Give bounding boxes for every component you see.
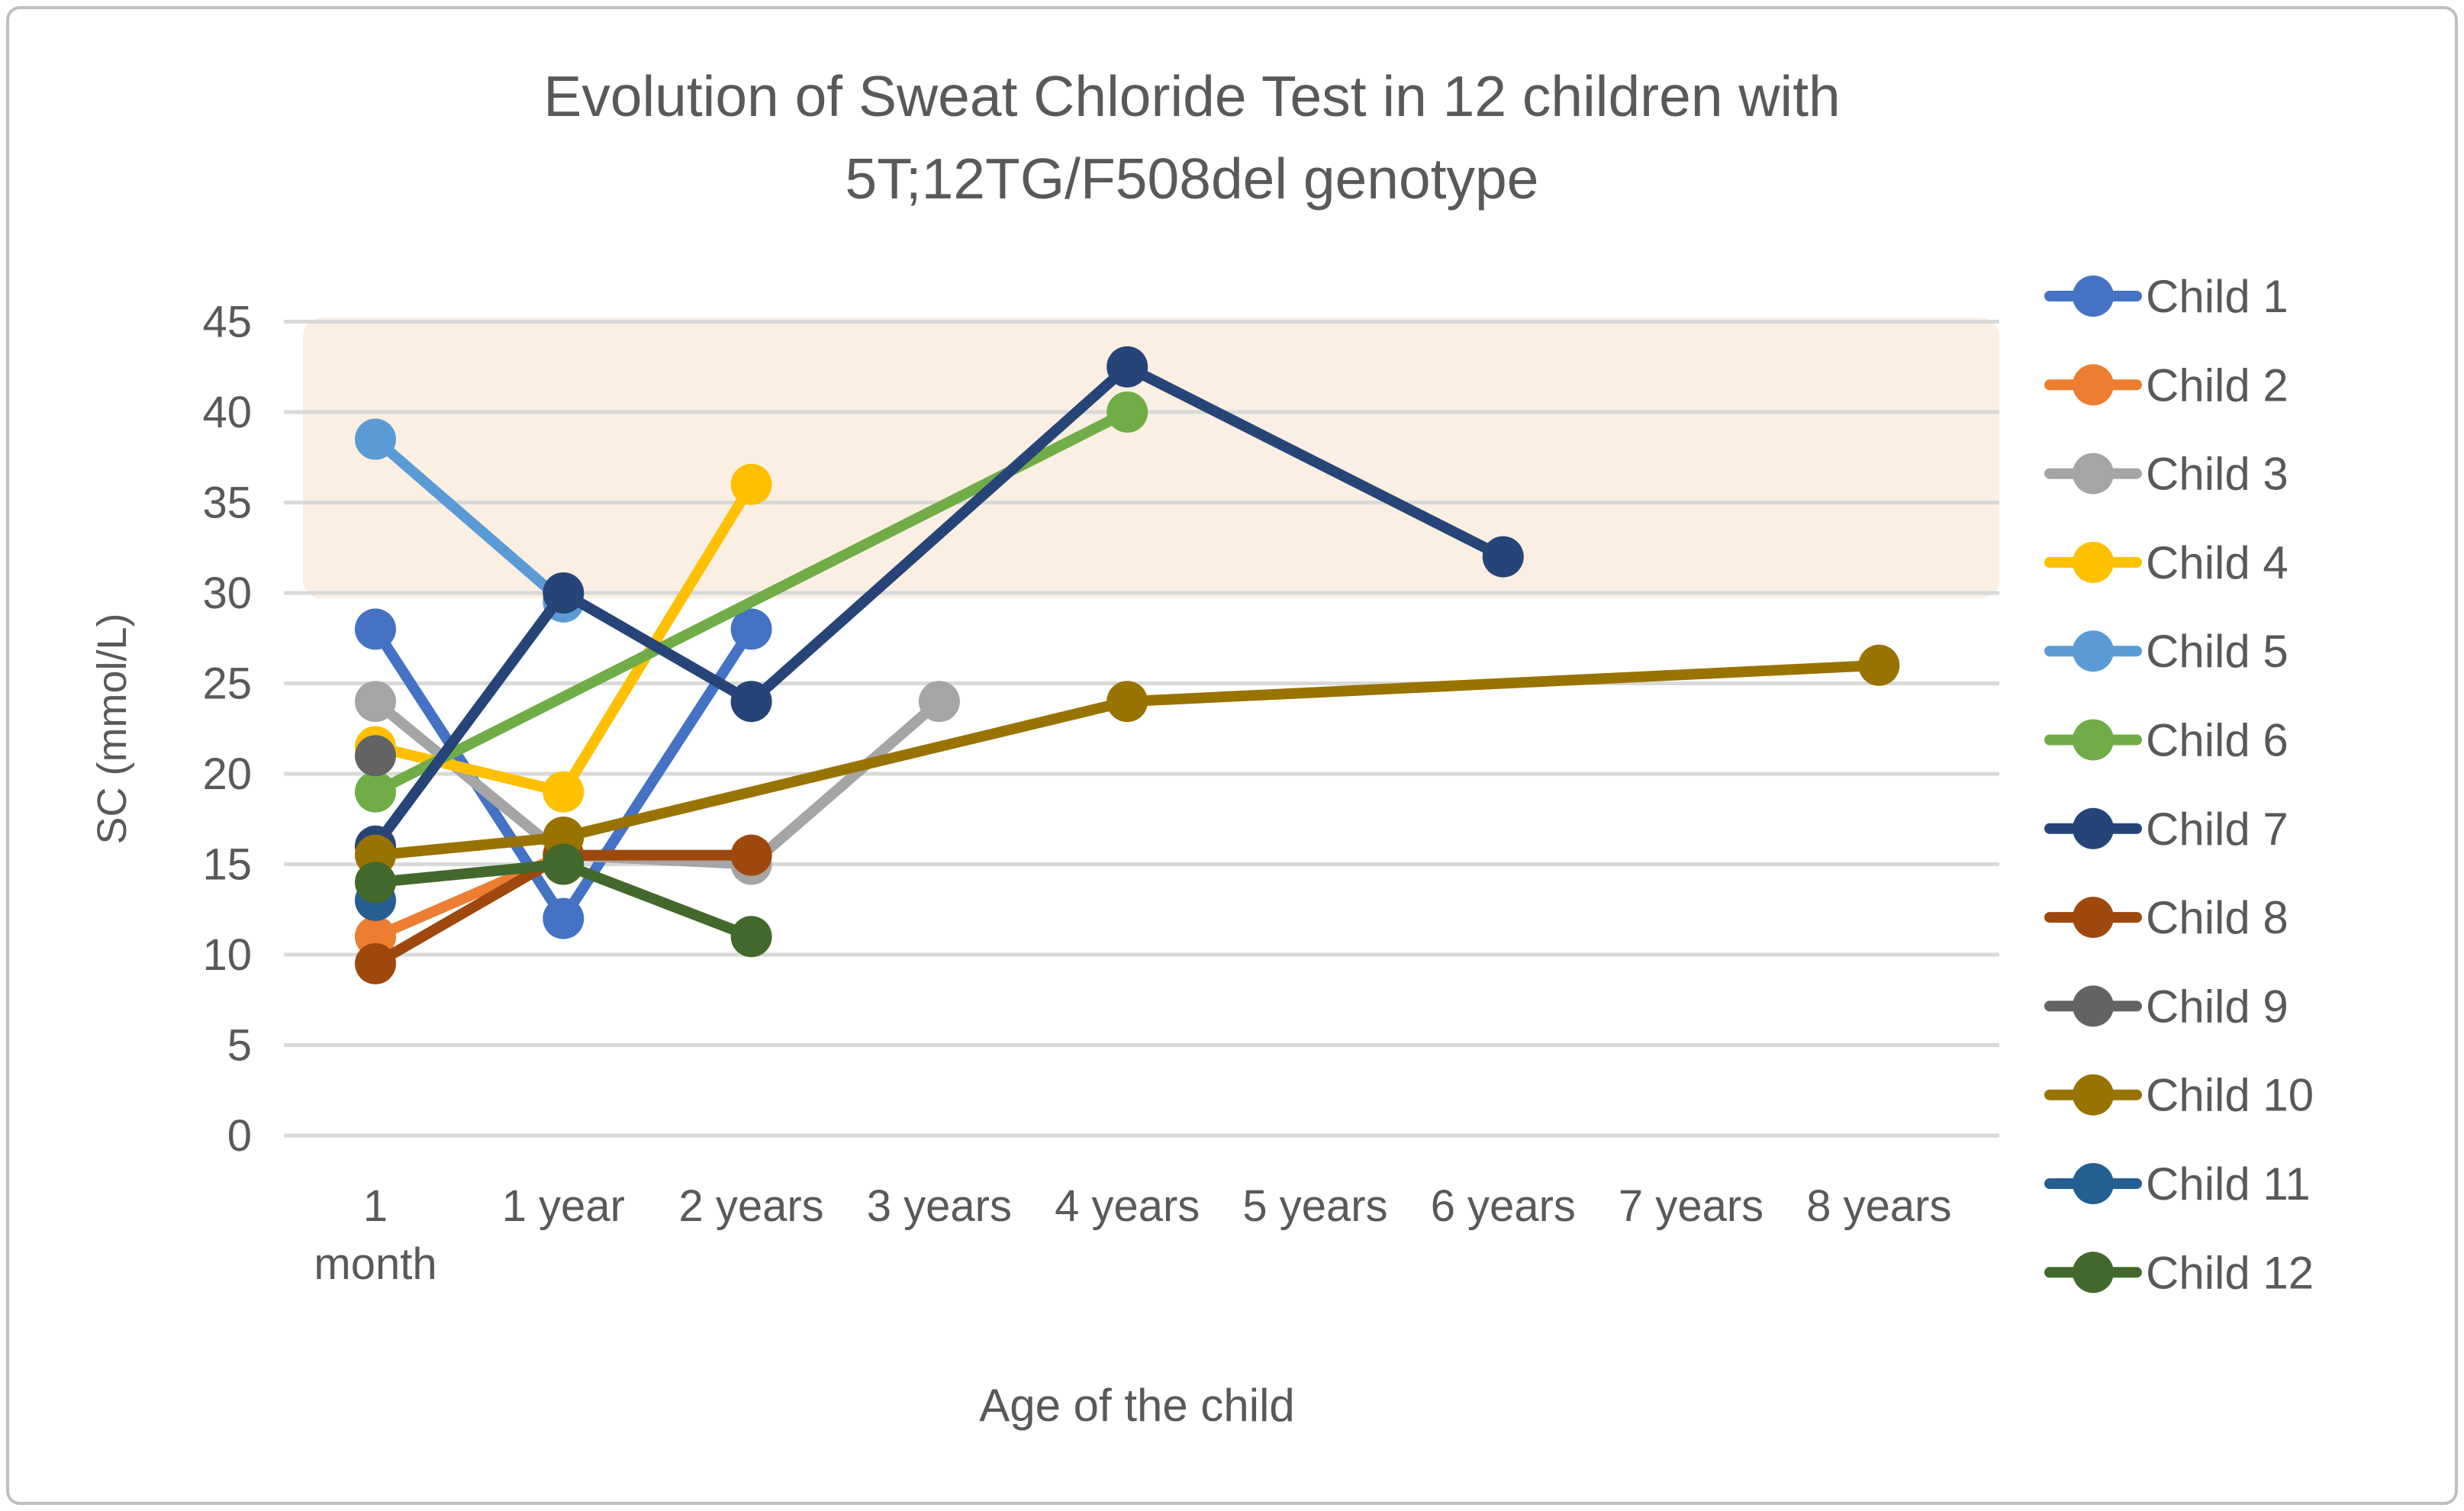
data-point-marker <box>355 608 396 650</box>
y-tick-label-20: 20 <box>202 749 252 799</box>
x-axis-title: Age of the child <box>979 1380 1295 1431</box>
legend-label: Child 6 <box>2146 715 2288 766</box>
legend-marker-dot <box>2073 1163 2114 1204</box>
y-tick-label-25: 25 <box>202 659 252 709</box>
legend-item-child-5: Child 5 <box>2044 626 2288 677</box>
legend-marker-dot <box>2073 807 2114 849</box>
legend-label: Child 11 <box>2146 1158 2311 1210</box>
data-point-marker <box>1482 536 1524 578</box>
data-point-marker <box>355 771 396 813</box>
x-tick-label-5-years: 5 years <box>1242 1181 1387 1231</box>
data-point-marker <box>355 862 396 904</box>
legend-label: Child 8 <box>2146 892 2288 943</box>
legend-item-child-8: Child 8 <box>2044 892 2288 943</box>
legend-marker-dot <box>2073 630 2114 672</box>
legend-item-child-3: Child 3 <box>2044 449 2288 500</box>
legend-label: Child 10 <box>2146 1070 2314 1121</box>
legend-marker-dot <box>2073 1074 2114 1116</box>
data-point-marker <box>543 572 585 614</box>
series-group <box>355 346 1900 984</box>
legend-marker-dot <box>2073 541 2114 583</box>
legend-marker-dot <box>2073 719 2114 761</box>
data-point-marker <box>543 843 585 885</box>
legend: Child 1 Child 2 Child 3 Child 4 Child 5 Child… <box>2044 271 2314 1298</box>
legend-label: Child 12 <box>2146 1247 2314 1298</box>
y-tick-label-15: 15 <box>202 840 252 890</box>
legend-item-child-11: Child 11 <box>2044 1158 2311 1210</box>
y-tick-label-40: 40 <box>202 388 252 437</box>
series-child-7 <box>355 346 1524 867</box>
y-tick-label-45: 45 <box>202 298 252 347</box>
legend-label: Child 1 <box>2146 271 2288 322</box>
legend-item-child-2: Child 2 <box>2044 359 2288 411</box>
x-axis-tick-labels: 1 month 1 year 2 years 3 years 4 years 5 years… <box>314 1181 1951 1289</box>
x-tick-label-2-years: 2 years <box>678 1181 823 1231</box>
data-point-marker <box>1858 644 1900 686</box>
x-tick-label-8-years: 8 years <box>1806 1181 1951 1231</box>
chart-title-line-1: Evolution of Sweat Chloride Test in 12 c… <box>543 64 1841 128</box>
legend-label: Child 7 <box>2146 804 2288 855</box>
chart-title-line-2: 5T;12TG/F508del genotype <box>845 147 1539 211</box>
y-tick-label-5: 5 <box>227 1021 252 1071</box>
data-point-marker <box>355 735 396 777</box>
series-child-9 <box>355 735 396 777</box>
series-child-12 <box>355 843 772 958</box>
legend-marker-dot <box>2073 364 2114 406</box>
legend-marker-dot <box>2073 275 2114 317</box>
data-point-marker <box>730 463 772 505</box>
legend-label: Child 4 <box>2146 537 2288 588</box>
data-point-marker <box>730 608 772 650</box>
data-point-marker <box>355 942 396 984</box>
legend-item-child-9: Child 9 <box>2044 981 2288 1032</box>
y-tick-label-30: 30 <box>202 569 252 618</box>
y-tick-label-10: 10 <box>202 930 252 980</box>
legend-item-child-1: Child 1 <box>2044 271 2288 322</box>
data-point-marker <box>355 681 396 723</box>
legend-marker-dot <box>2073 897 2114 939</box>
data-point-marker <box>355 418 396 460</box>
legend-marker-dot <box>2073 985 2114 1027</box>
legend-item-child-12: Child 12 <box>2044 1247 2314 1298</box>
data-point-marker <box>543 897 585 939</box>
series-line <box>370 659 1885 861</box>
x-tick-label-6-years: 6 years <box>1431 1181 1576 1231</box>
legend-item-child-6: Child 6 <box>2044 715 2288 766</box>
legend-label: Child 2 <box>2146 359 2288 411</box>
data-point-marker <box>730 681 772 723</box>
y-axis-tick-labels: 0 5 10 15 20 25 30 35 40 45 <box>202 298 252 1161</box>
data-point-marker <box>1106 346 1148 388</box>
reference-band <box>303 317 1999 599</box>
legend-label: Child 9 <box>2146 981 2288 1032</box>
x-tick-label-1-year: 1 year <box>502 1181 625 1231</box>
data-point-marker <box>1106 391 1148 433</box>
x-tick-label-4-years: 4 years <box>1055 1181 1200 1231</box>
x-tick-label-7-years: 7 years <box>1619 1181 1763 1231</box>
data-point-marker <box>730 834 772 876</box>
y-axis-title: SC (mmol/L) <box>89 613 135 844</box>
series-child-1 <box>355 608 772 939</box>
data-point-marker <box>918 681 960 723</box>
x-tick-label-3-years: 3 years <box>867 1181 1012 1231</box>
data-point-marker <box>1106 681 1148 723</box>
legend-item-child-10: Child 10 <box>2044 1070 2314 1121</box>
legend-item-child-4: Child 4 <box>2044 537 2288 588</box>
data-point-marker <box>730 916 772 958</box>
data-point-marker <box>543 771 585 813</box>
legend-label: Child 3 <box>2146 449 2288 500</box>
legend-item-child-7: Child 7 <box>2044 804 2288 855</box>
legend-label: Child 5 <box>2146 626 2288 677</box>
legend-marker-dot <box>2073 1252 2114 1294</box>
series-line <box>370 433 569 607</box>
y-tick-label-35: 35 <box>202 478 252 528</box>
legend-marker-dot <box>2073 453 2114 495</box>
y-tick-label-0: 0 <box>227 1111 252 1161</box>
x-tick-label-1-month: 1 month <box>314 1181 436 1289</box>
figure-border <box>6 6 2458 1505</box>
